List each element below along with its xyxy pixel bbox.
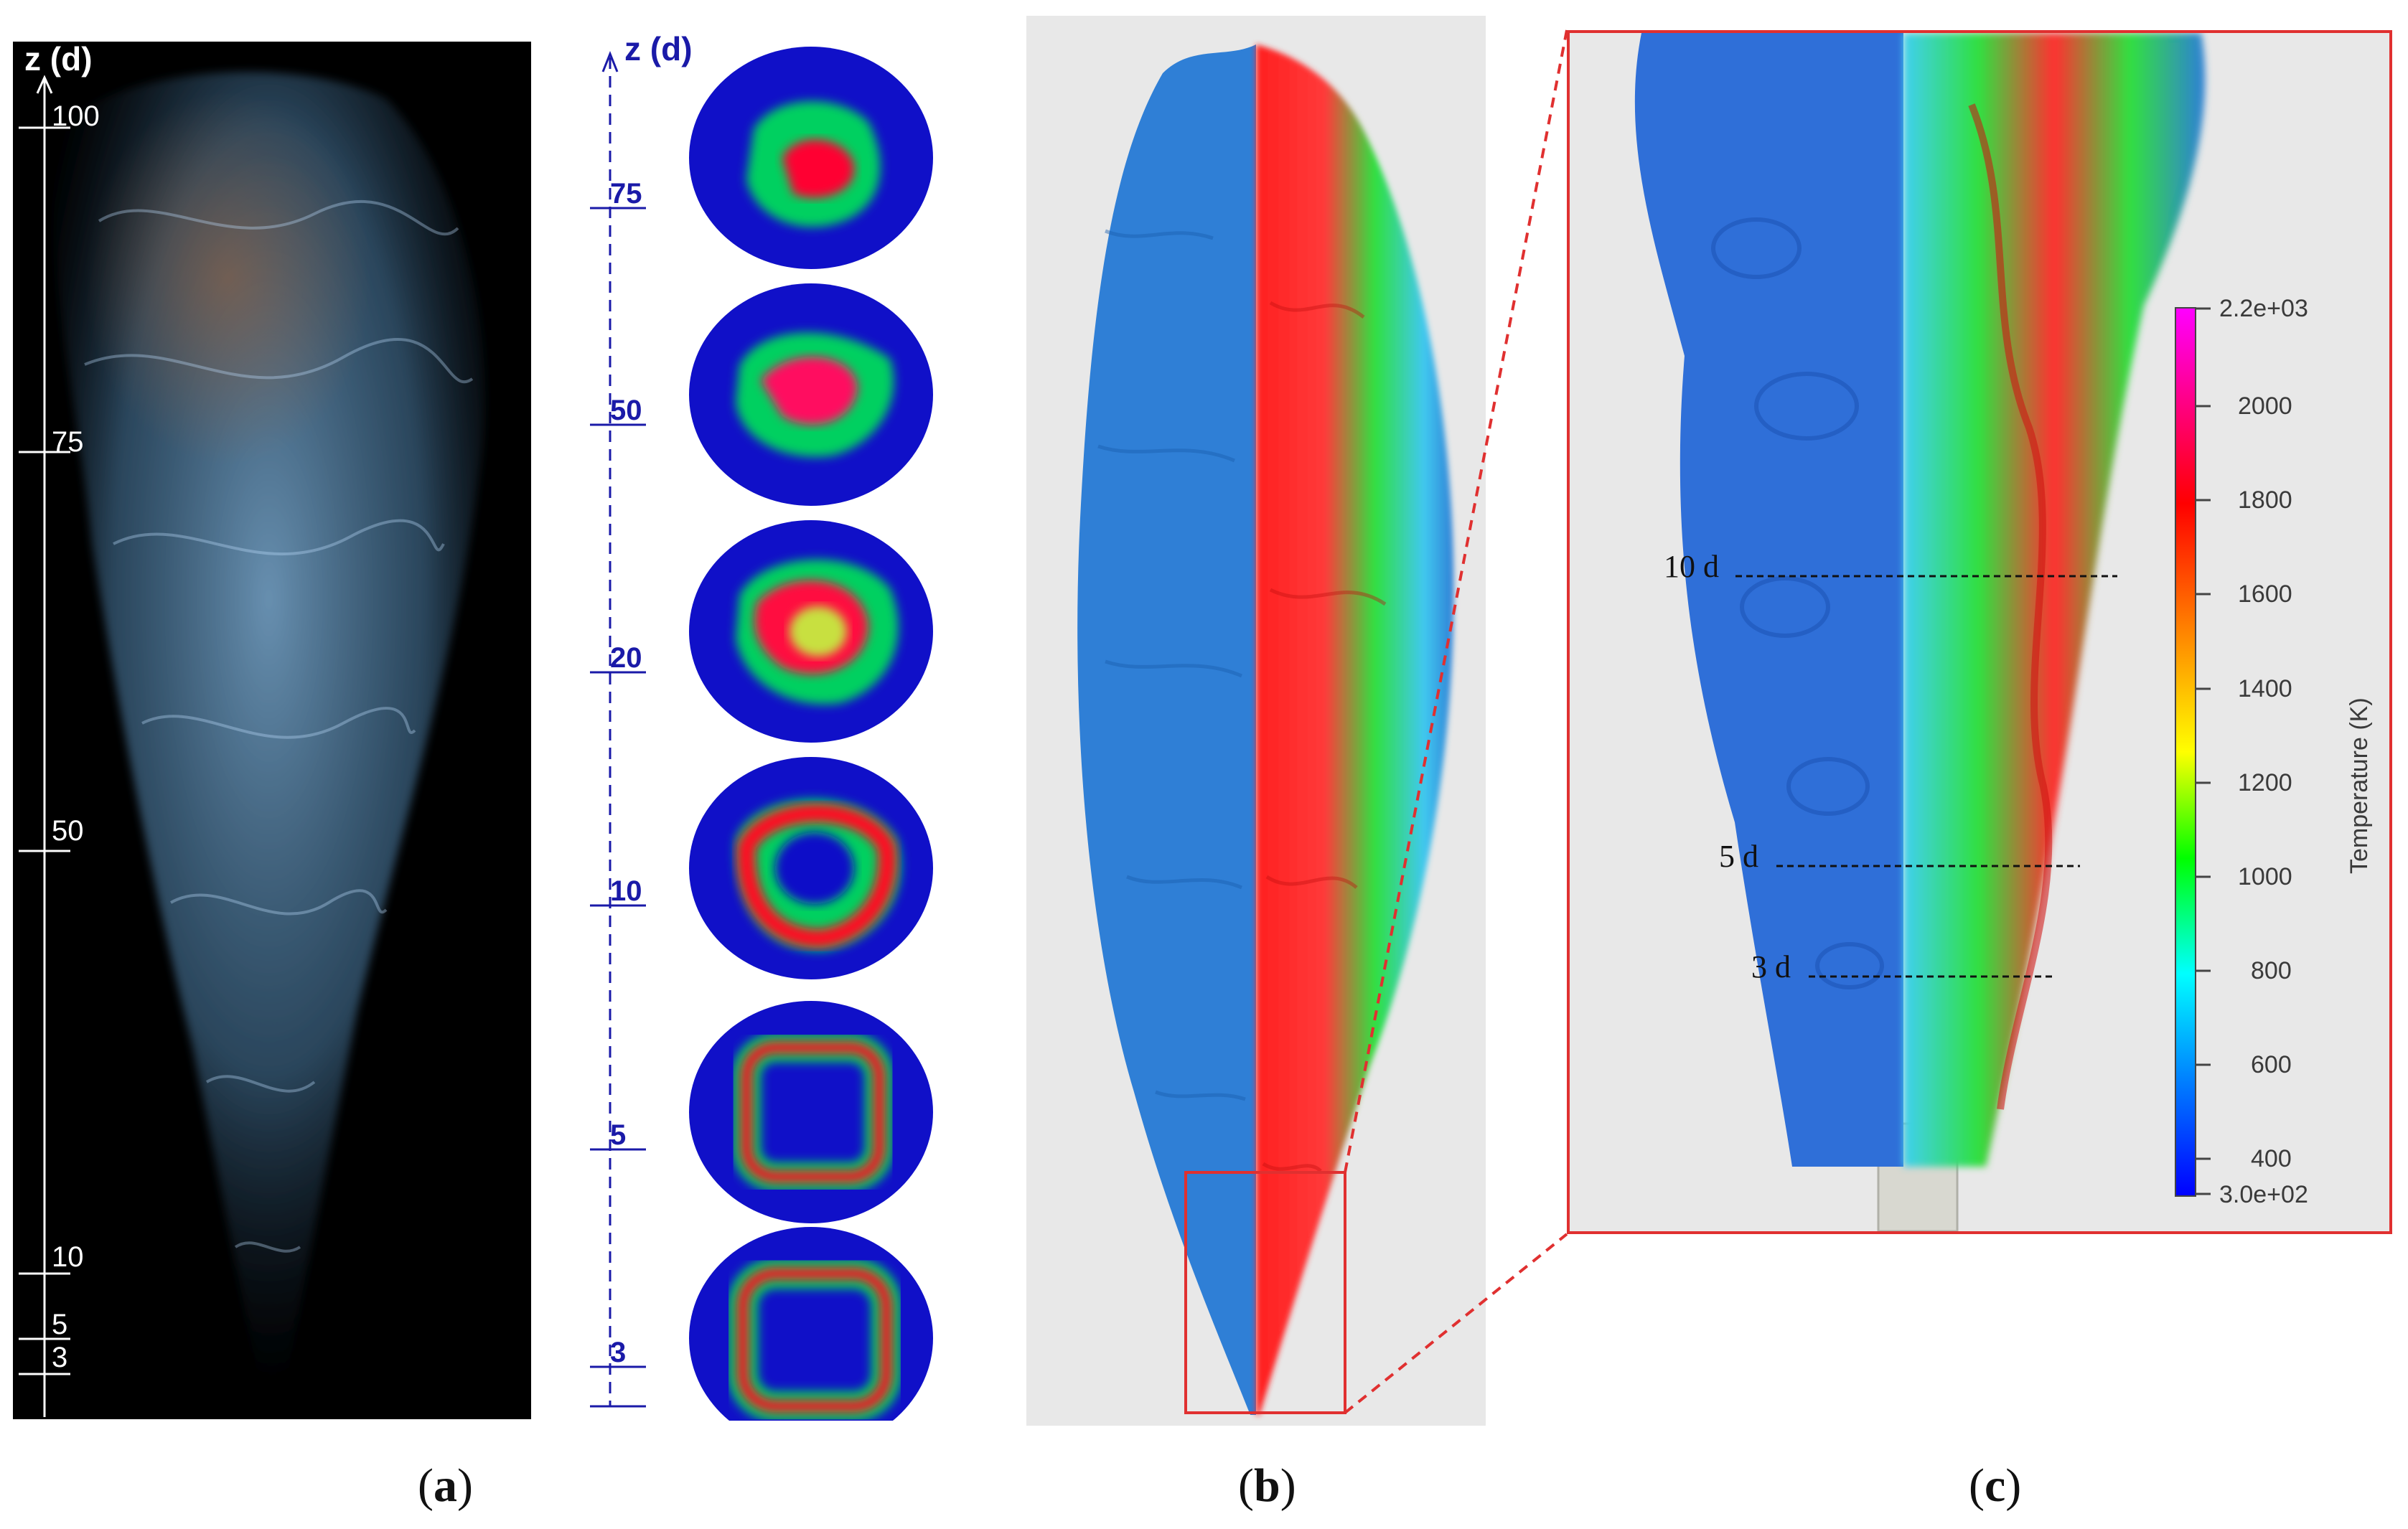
slice-z10 xyxy=(689,757,933,979)
slice-z3 xyxy=(689,1227,933,1421)
slice-tick-10: 10 xyxy=(610,875,642,907)
colorbar-tick-1600: 1600 xyxy=(2238,580,2292,608)
panel-a-tick-100: 100 xyxy=(52,100,100,132)
colorbar-tick-1000: 1000 xyxy=(2238,863,2292,890)
caption-b-letter: b xyxy=(1253,1459,1280,1512)
plume-smoke-graphic xyxy=(52,72,485,1391)
temperature-colorbar xyxy=(2175,307,2196,1197)
caption-c: (c) xyxy=(1969,1459,2022,1512)
colorbar-max-label: 2.2e+03 xyxy=(2219,295,2308,322)
slice-tick-75: 75 xyxy=(610,178,642,210)
colorbar-tick-1800: 1800 xyxy=(2238,486,2292,514)
panel-a-tick-5: 5 xyxy=(52,1309,68,1340)
panel-b-flame-render xyxy=(1026,16,1486,1426)
level-label-10d: 10 d xyxy=(1664,549,1719,584)
cross-section-slices xyxy=(689,47,933,1421)
panel-a-tick-50: 50 xyxy=(52,815,84,847)
colorbar-title: Temperature (K) xyxy=(2346,697,2373,874)
colorbar-tick-600: 600 xyxy=(2251,1051,2292,1078)
slice-tick-50: 50 xyxy=(610,395,642,426)
caption-a: (a) xyxy=(418,1459,473,1512)
panel-a-tick-75: 75 xyxy=(52,426,84,458)
caption-c-letter: c xyxy=(1984,1459,2006,1512)
slice-axis-title: z (d) xyxy=(624,30,693,67)
colorbar-min-label: 3.0e+02 xyxy=(2219,1181,2308,1208)
panel-a-tick-10: 10 xyxy=(52,1241,84,1273)
panel-c-zoomed-view xyxy=(1567,30,2392,1234)
colorbar-tick-800: 800 xyxy=(2251,957,2292,984)
caption-b: (b) xyxy=(1238,1459,1296,1512)
panel-a-tick-3: 3 xyxy=(52,1342,68,1373)
colorbar-tick-2000: 2000 xyxy=(2238,392,2292,420)
level-label-5d: 5 d xyxy=(1719,839,1758,874)
zoom-box xyxy=(1184,1171,1346,1414)
level-label-3d: 3 d xyxy=(1751,949,1791,984)
panel-a-axis-title: z (d) xyxy=(24,40,93,77)
slice-z20 xyxy=(689,520,933,743)
slice-tick-3: 3 xyxy=(610,1337,627,1368)
slice-z5 xyxy=(689,1001,933,1223)
colorbar-tick-1200: 1200 xyxy=(2238,769,2292,796)
panel-c-flame-detail xyxy=(1634,33,2206,1231)
colorbar-tick-1400: 1400 xyxy=(2238,675,2292,702)
colorbar-tick-400: 400 xyxy=(2251,1145,2292,1172)
slice-tick-20: 20 xyxy=(610,642,642,674)
plume-volume-render xyxy=(13,42,531,1419)
slice-z75 xyxy=(689,47,933,269)
slice-tick-5: 5 xyxy=(610,1119,627,1151)
slice-z50 xyxy=(689,283,933,506)
caption-a-letter: a xyxy=(433,1459,457,1512)
